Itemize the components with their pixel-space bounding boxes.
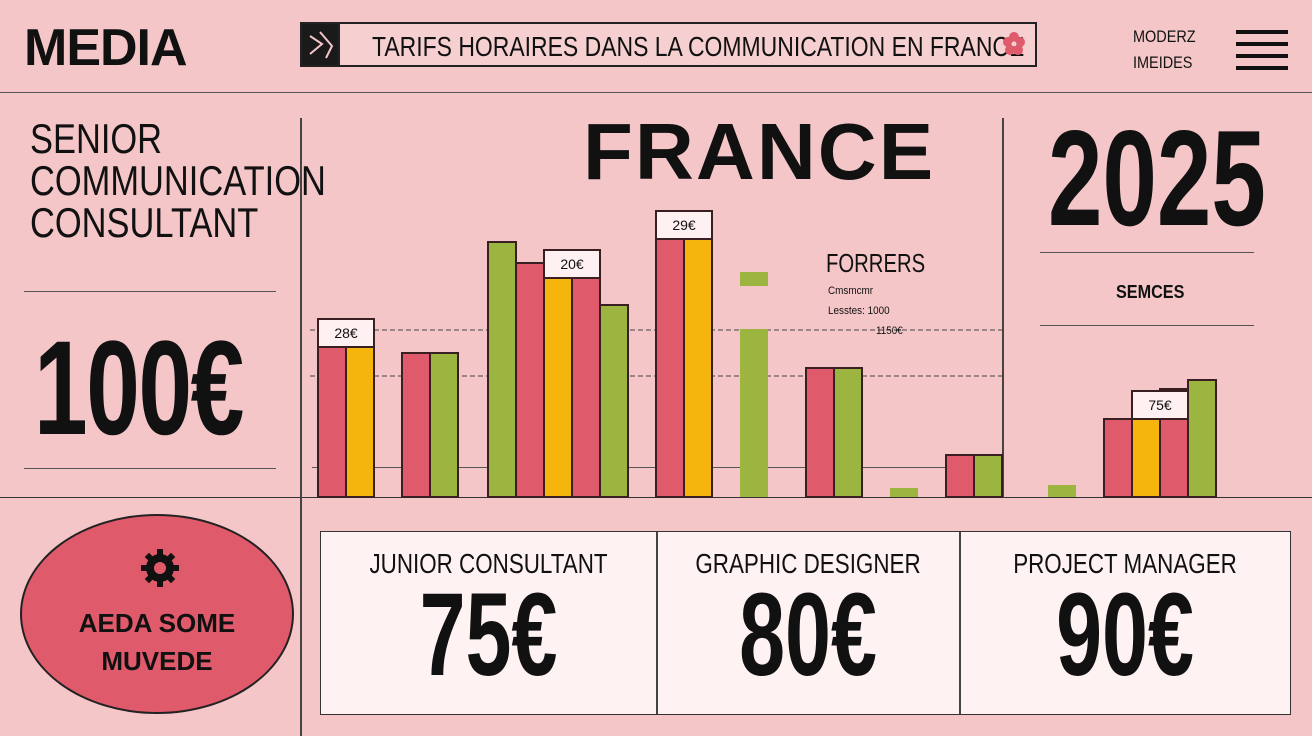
legend-title: FORRERS [826, 248, 926, 278]
flower-icon [1003, 32, 1025, 55]
chart-bar [683, 238, 713, 498]
senior-price: 100€ [34, 314, 244, 463]
chart-bar [655, 238, 685, 498]
divider [959, 532, 961, 714]
chart-value-label: 75€ [1148, 397, 1172, 413]
chart-bar [345, 346, 375, 498]
divider [0, 92, 1312, 93]
card-price: 80€ [739, 569, 877, 701]
divider [1002, 118, 1004, 498]
chart-bar [571, 277, 601, 498]
chart-bar [401, 352, 431, 498]
role-line2: COMMUNICATION [30, 157, 326, 204]
card-label: JUNIOR CONSULTANT [369, 548, 608, 579]
brand-logo[interactable]: MEDIA [24, 19, 188, 77]
title-banner: TARIFS HORAIRES DANS LA COMMUNICATION EN… [300, 22, 1037, 67]
price-card-junior[interactable]: JUNIOR CONSULTANT 75€ [321, 532, 656, 714]
chart-bar [740, 329, 768, 497]
chart-bar [515, 262, 545, 498]
chart-bar [1048, 485, 1076, 497]
card-price: 75€ [419, 569, 558, 701]
chart-bar [1131, 418, 1161, 498]
divider [656, 532, 658, 714]
card-price: 90€ [1056, 569, 1194, 701]
price-card-manager[interactable]: PROJECT MANAGER 90€ [960, 532, 1290, 714]
divider [24, 468, 276, 469]
chart-bar [805, 367, 835, 498]
chart-value-label-box [543, 249, 601, 279]
chart-value-label: 20€ [560, 256, 584, 272]
rates-bar-chart: 28€ 20€ 29€ 75€ [310, 210, 1217, 498]
chart-bar [1103, 418, 1133, 498]
chart-value-label-box [317, 318, 375, 348]
gear-icon [141, 549, 179, 587]
cta-text: AEDA SOME MUVEDE [22, 604, 292, 680]
legend-line1: Cmsmcmr [828, 285, 874, 297]
chart-bar [429, 352, 459, 498]
price-cards: JUNIOR CONSULTANT 75€ GRAPHIC DESIGNER 8… [320, 531, 1291, 715]
chart-bar [890, 488, 918, 497]
country-heading: FRANCE [583, 107, 936, 196]
chart-bar [487, 241, 517, 498]
chart-value-label-box [1131, 390, 1189, 420]
role-title: SENIOR COMMUNICATION CONSULTANT [30, 118, 326, 244]
year-heading: 2025 [1048, 102, 1266, 254]
hamburger-menu-icon[interactable] [1236, 30, 1288, 70]
cta-line1: AEDA SOME [78, 608, 236, 638]
page-title: TARIFS HORAIRES DANS LA COMMUNICATION EN… [372, 31, 1025, 62]
header-right-line1: MODERZ [1133, 27, 1196, 46]
header-right-line2: IMEIDES [1133, 53, 1193, 72]
chart-bar [740, 272, 768, 286]
price-card-designer[interactable]: GRAPHIC DESIGNER 80€ [657, 532, 959, 714]
chart-bar [973, 454, 1003, 498]
chart-value-label: 28€ [334, 325, 358, 341]
legend-line3: 1150€ [876, 325, 903, 337]
divider [1040, 325, 1254, 326]
divider [300, 118, 302, 736]
chart-bar [945, 454, 975, 498]
chart-bar [543, 277, 573, 498]
card-label: PROJECT MANAGER [1013, 548, 1237, 579]
services-label: SEMCES [1116, 282, 1185, 302]
cta-badge[interactable]: AEDA SOME MUVEDE [20, 514, 294, 714]
chart-bar [1187, 379, 1217, 498]
card-label: GRAPHIC DESIGNER [695, 548, 921, 579]
chart-bar [599, 304, 629, 498]
legend-line2: Lesstes: 1000 [828, 305, 890, 317]
banner-icon [302, 24, 340, 65]
chart-value-label-box [655, 210, 713, 240]
header-right-text: MODERZ IMEIDES [1133, 24, 1196, 76]
cta-line2: MUVEDE [101, 646, 213, 676]
chart-bar [833, 367, 863, 498]
chart-bar [317, 346, 347, 498]
divider [24, 291, 276, 292]
role-line1: SENIOR [30, 115, 163, 162]
role-line3: CONSULTANT [30, 199, 259, 246]
chart-value-label: 29€ [672, 217, 696, 233]
divider [1040, 252, 1254, 253]
